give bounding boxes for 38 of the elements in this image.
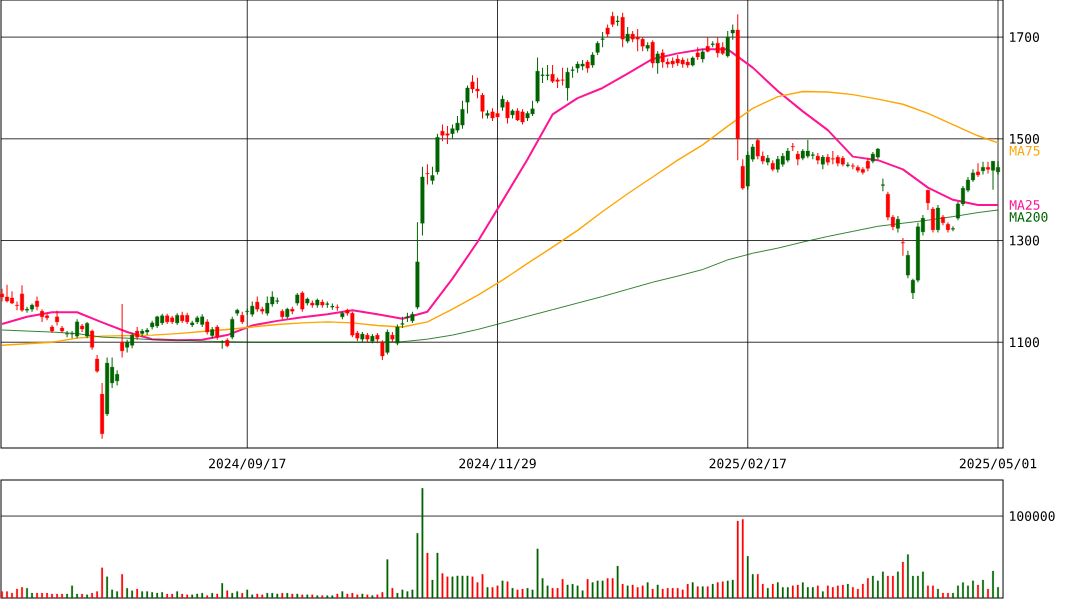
candlestick: [650, 39, 655, 69]
candlestick: [380, 339, 385, 361]
candlestick: [300, 290, 305, 313]
candlestick: [505, 99, 510, 125]
y-tick-label: 100000: [1010, 511, 1055, 521]
candlestick: [565, 67, 570, 102]
y-tick-label: 1100: [1010, 337, 1040, 348]
candlestick: [880, 177, 886, 192]
candlestick: [900, 237, 905, 257]
candlestick: [120, 303, 125, 358]
x-tick-label: 2025/05/01: [959, 458, 1037, 470]
candlestick: [480, 92, 485, 119]
x-tick-label: 2025/02/17: [709, 458, 786, 470]
candlestick: [655, 50, 660, 75]
y-tick-label: 1700: [1010, 32, 1040, 43]
candlestick: [740, 158, 745, 191]
line-series: [1, 90, 999, 346]
candlestick: [55, 310, 60, 326]
candlestick: [976, 162, 980, 178]
candlestick: [35, 295, 39, 311]
series-label: MA25: [1009, 200, 1040, 210]
series-label: MA200: [1009, 212, 1048, 222]
y-tick-label: 1500: [1010, 133, 1040, 144]
y-tick-label: 1300: [1010, 235, 1040, 246]
candlestick: [425, 163, 430, 186]
candlestick: [230, 316, 235, 340]
candlestick: [620, 12, 625, 48]
candlestick: [845, 161, 851, 168]
x-tick-label: 2024/11/29: [459, 458, 536, 470]
candlestick: [981, 161, 985, 175]
candlestick: [950, 225, 956, 232]
candlestick: [725, 30, 730, 58]
candlestick: [986, 161, 990, 174]
candlestick: [465, 84, 470, 114]
candlestick: [905, 250, 910, 279]
candlestick: [931, 206, 935, 233]
x-tick-label: 2024/09/17: [209, 458, 286, 470]
series-label: MA75: [1009, 145, 1040, 156]
